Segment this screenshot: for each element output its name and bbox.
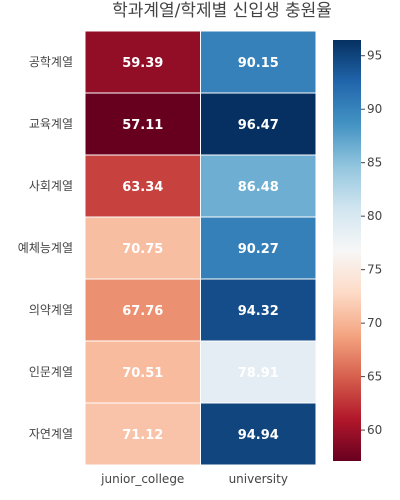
colorbar-tick-label: 70 [367,316,382,330]
colorbar-tick-label: 80 [367,209,382,223]
cell-value-label: 71.12 [122,428,163,443]
cell-value-label: 78.91 [238,366,279,381]
heatmap-cell [200,216,317,280]
cell-value-label: 86.48 [238,180,279,195]
x-tick-label: junior_college [100,472,184,486]
cell-value-label: 57.11 [122,118,163,133]
y-tick-label: 공학계열 [29,55,73,69]
cell-value-label: 70.75 [122,242,163,257]
y-tick-label: 예체능계열 [18,241,73,255]
heatmap-cell [200,402,317,466]
colorbar-gradient [333,40,361,461]
cell-value-label: 70.51 [122,366,163,381]
cell-value-label: 90.15 [238,56,279,71]
colorbar-tick-label: 75 [367,263,382,277]
y-tick-label: 인문계열 [29,365,73,379]
x-axis-tick-labels: junior_college university [100,472,288,486]
cell-value-label: 94.32 [238,304,279,319]
cell-value-label: 90.27 [238,242,279,257]
cell-value-label: 94.94 [238,428,279,443]
colorbar-tick-label: 95 [367,49,382,63]
y-tick-label: 교육계열 [29,117,73,131]
colorbar: 60 65 70 75 80 85 90 95 [333,40,382,461]
cell-value-label: 59.39 [122,56,163,71]
colorbar-tick-label: 60 [367,423,382,437]
cell-value-label: 67.76 [122,304,163,319]
cell-value-label: 96.47 [238,118,279,133]
heatmap-cell [200,154,317,218]
heatmap-cell [84,92,201,156]
heatmap-cell [84,154,201,218]
chart-title: 학과계열/학제별 신입생 충원율 [112,1,332,21]
heatmap-cell [200,92,317,156]
x-tick-label: university [229,472,288,486]
y-tick-label: 의약계열 [29,302,73,317]
heatmap-cell [84,402,201,466]
heatmap-cell [200,278,317,342]
cell-value-label: 63.34 [122,180,163,195]
heatmap-cells: 59.39 90.15 57.11 96.47 63.34 86.48 70.75 90.27… [84,30,317,466]
heatmap-cell [200,30,317,94]
heatmap-cell [200,340,317,404]
colorbar-tick-label: 65 [367,370,382,384]
colorbar-tick-label: 90 [367,102,382,116]
colorbar-tick-label: 85 [367,156,382,170]
y-tick-label: 자연계열 [29,427,73,441]
heatmap-cell [84,30,201,94]
y-tick-label: 사회계열 [29,179,73,193]
